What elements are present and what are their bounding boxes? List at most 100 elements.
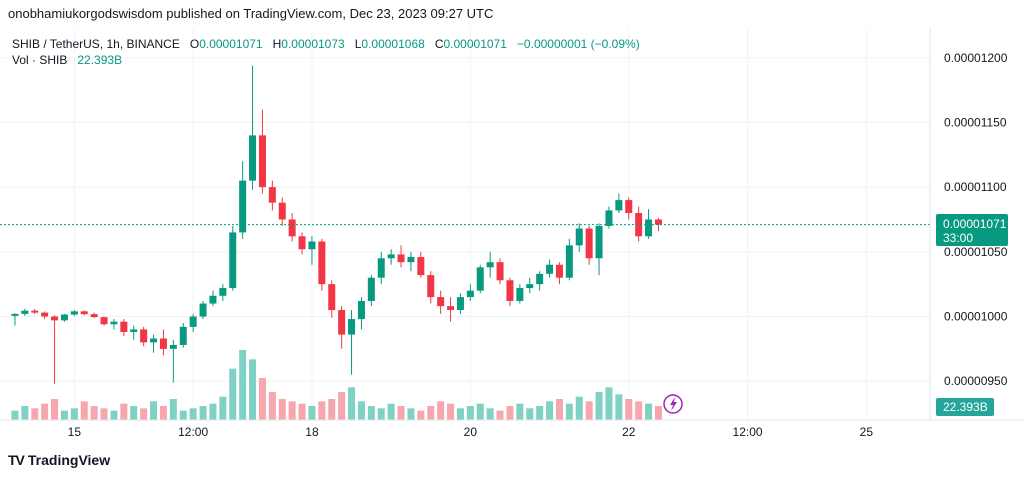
candle-body: [130, 329, 138, 333]
candle-body: [189, 316, 197, 327]
candle-body: [21, 310, 29, 314]
x-tick-label: 22: [622, 425, 636, 439]
x-tick-label: 15: [68, 425, 82, 439]
volume-bar: [308, 406, 316, 420]
candle-body: [100, 317, 108, 325]
legend-vol-label[interactable]: Vol · SHIB: [12, 53, 68, 67]
candle-body: [536, 273, 544, 285]
candle-body: [615, 200, 623, 211]
legend-close-label: C: [434, 37, 444, 51]
y-axis: 0.00000950 0.00001000 0.00001050 0.00001100…: [944, 51, 1008, 388]
candle-body: [338, 310, 346, 335]
grid: [0, 28, 930, 420]
candle-body: [51, 316, 59, 321]
volume-bar: [288, 401, 296, 420]
candle-body: [645, 219, 653, 237]
candle-body: [546, 264, 554, 274]
legend-open-label: O: [189, 37, 200, 51]
lightning-icon[interactable]: [663, 394, 683, 414]
volume-bar: [239, 350, 247, 420]
candle-body: [288, 219, 296, 237]
y-tick-label: 0.00000950: [944, 374, 1008, 388]
candle-body: [526, 284, 534, 289]
y-tick-label: 0.00001100: [944, 180, 1007, 194]
candle-body: [605, 210, 613, 226]
candle-body: [150, 338, 158, 343]
candle-body: [120, 321, 128, 333]
legend-open: 0.00001071: [199, 37, 263, 51]
candle-body: [169, 344, 177, 349]
legend-high-label: H: [272, 37, 282, 51]
volume-bars: [11, 350, 662, 420]
candle-body: [377, 258, 385, 278]
candle-body: [387, 254, 395, 259]
candle-body: [140, 329, 148, 343]
legend-vol-value: 22.393B: [77, 53, 123, 67]
candle-body: [258, 135, 266, 188]
tradingview-logo-icon: TV: [8, 452, 25, 468]
volume-bar: [21, 406, 29, 420]
candle-body: [348, 319, 356, 335]
volume-bar: [417, 410, 425, 420]
volume-bar: [585, 401, 593, 420]
candle-body: [565, 245, 573, 278]
volume-bar: [397, 406, 405, 420]
volume-bar: [565, 403, 573, 420]
y-tick-label: 0.00001000: [944, 310, 1008, 324]
candle-body: [575, 228, 583, 246]
volume-bar: [407, 408, 415, 420]
x-axis: 15 12:00 18 20 22 12:00 25: [68, 425, 874, 439]
legend-close: 0.00001071: [443, 37, 507, 51]
candle-body: [41, 312, 49, 317]
candle-body: [367, 277, 375, 301]
candle-body: [268, 187, 276, 203]
volume-tag: 22.393B: [936, 398, 994, 416]
candle-body: [179, 326, 187, 345]
y-tick-label: 0.00001200: [944, 51, 1008, 65]
volume-bar: [100, 408, 108, 420]
legend-symbol[interactable]: SHIB / TetherUS, 1h, BINANCE: [12, 37, 180, 51]
volume-bar: [278, 399, 286, 420]
candle-body: [654, 219, 662, 225]
candle-body: [209, 295, 217, 304]
volume-bar: [526, 408, 534, 420]
price-tag-countdown: 33:00: [943, 231, 973, 245]
volume-bar: [456, 408, 464, 420]
candle-body: [70, 311, 78, 315]
candle-body: [110, 321, 118, 325]
candle-body: [60, 314, 68, 321]
volume-bar: [595, 392, 603, 420]
legend-high: 0.00001073: [281, 37, 345, 51]
candle-body: [466, 290, 474, 298]
x-tick-label: 25: [860, 425, 874, 439]
candle-body: [219, 288, 227, 296]
volume-bar: [328, 399, 336, 420]
candle-body: [249, 135, 257, 181]
candle-body: [229, 232, 237, 289]
x-tick-label: 18: [305, 425, 319, 439]
y-tick-label: 0.00001150: [944, 115, 1007, 129]
candle-body: [555, 264, 563, 278]
volume-bar: [486, 408, 494, 420]
candle-body: [585, 228, 593, 259]
legend-change: −0.00000001 (−0.09%): [516, 37, 640, 51]
volume-bar: [258, 378, 266, 420]
volume-bar: [645, 403, 653, 420]
tradingview-logo[interactable]: TV TradingView: [8, 452, 110, 468]
volume-bar: [654, 406, 662, 420]
tradingview-logo-text: TradingView: [27, 452, 111, 468]
volume-bar: [249, 359, 257, 420]
y-tick-label: 0.00001050: [944, 245, 1008, 259]
candle-body: [298, 236, 306, 250]
candles: [11, 65, 662, 384]
volume-bar: [437, 401, 445, 420]
candle-body: [90, 314, 98, 318]
volume-bar: [31, 408, 39, 420]
candle-body: [397, 254, 405, 263]
chart-canvas[interactable]: 0.00000950 0.00001000 0.00001050 0.00001100…: [0, 28, 1024, 448]
volume-bar: [60, 410, 68, 420]
volume-bar: [625, 399, 633, 420]
candle-body: [328, 284, 336, 311]
volume-bar: [11, 410, 19, 420]
volume-bar: [51, 399, 59, 420]
